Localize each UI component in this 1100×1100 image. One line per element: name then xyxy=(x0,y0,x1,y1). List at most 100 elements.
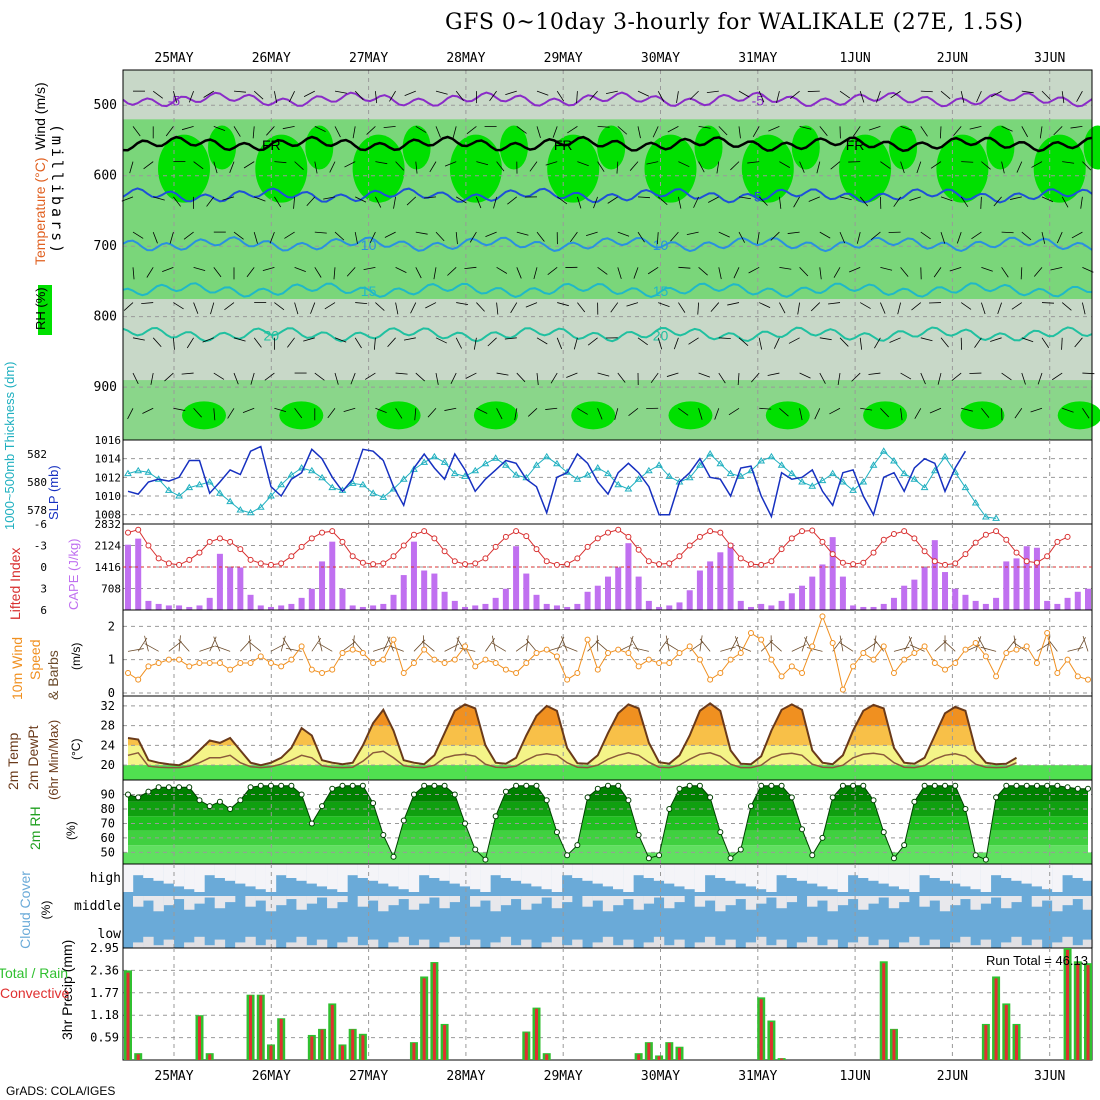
x-tick-bottom: 25MAY xyxy=(154,1069,193,1084)
data-point xyxy=(584,794,591,801)
precip-conv-bar xyxy=(994,978,998,1060)
wind-barb xyxy=(961,407,973,412)
cloud-low xyxy=(572,939,583,948)
data-point xyxy=(165,560,172,567)
data-point xyxy=(145,663,152,670)
precip-conv-bar xyxy=(1086,965,1090,1060)
precip-conv-bar xyxy=(647,1042,651,1060)
wind-barb xyxy=(435,126,441,138)
contour-label: FR xyxy=(554,137,573,153)
wind-barb xyxy=(162,266,174,273)
wind-barb xyxy=(960,91,965,103)
cloud-middle xyxy=(449,896,461,903)
temp-contour xyxy=(122,326,1093,343)
wind-barb xyxy=(920,126,928,137)
cloud-low xyxy=(858,936,869,948)
data-point xyxy=(492,813,499,820)
wind-barb xyxy=(433,267,437,280)
cloud-middle xyxy=(1041,896,1053,901)
y-tick-rh: 60 xyxy=(101,831,115,845)
wind-barb xyxy=(213,372,225,380)
data-point xyxy=(635,663,642,670)
data-point xyxy=(819,538,826,545)
wind-barb xyxy=(718,126,728,136)
cloud-middle xyxy=(245,896,256,907)
wind-barb xyxy=(473,337,477,350)
wind-barb xyxy=(900,267,909,277)
wind-barb xyxy=(334,231,345,241)
wind-barb xyxy=(900,408,903,421)
data-point xyxy=(941,452,949,460)
precip-conv-bar xyxy=(637,1054,641,1060)
data-point xyxy=(1064,656,1071,663)
data-point xyxy=(134,466,143,474)
data-point xyxy=(298,543,305,550)
wind-barb xyxy=(561,636,568,652)
cloud-low xyxy=(776,939,787,948)
data-point xyxy=(615,526,622,533)
cloud-high xyxy=(490,864,501,876)
data-point xyxy=(319,529,326,536)
data-point xyxy=(911,798,918,805)
data-point xyxy=(666,805,673,812)
precip-conv-bar xyxy=(310,1036,314,1060)
contour-label: 10 xyxy=(653,237,669,253)
cloud-level-label: high xyxy=(90,871,121,886)
data-point xyxy=(768,656,775,663)
wind-barb xyxy=(254,196,266,202)
data-point xyxy=(370,800,377,807)
cloud-high xyxy=(939,864,951,881)
cloud-high xyxy=(214,864,226,878)
wind-barb xyxy=(799,372,811,379)
cloud-low xyxy=(296,936,307,948)
wind-barb xyxy=(415,231,428,235)
y-axis-rh-unit: (%) xyxy=(64,821,78,840)
cloud-middle xyxy=(939,896,951,912)
cloud-low xyxy=(561,945,573,948)
wind-barb xyxy=(759,407,772,410)
wind-barb xyxy=(593,196,598,209)
cloud-low xyxy=(745,942,757,948)
y-axis-barbs: & Barbs xyxy=(45,650,61,700)
wind-barb xyxy=(224,302,235,311)
precip-conv-bar xyxy=(249,995,253,1060)
wind-barb xyxy=(943,640,956,652)
wind-barb xyxy=(981,266,993,272)
cloud-low xyxy=(143,936,154,948)
cloud-middle xyxy=(990,896,1002,898)
wind-barb xyxy=(607,196,619,204)
wind-barb xyxy=(525,638,537,652)
wind-barb xyxy=(249,635,251,652)
data-point xyxy=(911,650,918,656)
data-point xyxy=(492,543,499,550)
wind-barb xyxy=(556,196,568,205)
data-point xyxy=(829,794,836,801)
data-point xyxy=(441,660,448,666)
data-point xyxy=(644,466,653,474)
cloud-high xyxy=(898,864,910,890)
cloud-high xyxy=(919,864,930,876)
precip-conv-bar xyxy=(657,1056,661,1060)
wind-barb xyxy=(1001,372,1012,381)
cloud-high xyxy=(888,864,900,887)
cloud-high xyxy=(766,864,777,892)
wind-barb xyxy=(178,639,190,652)
cloud-high xyxy=(664,864,675,884)
wind-barb xyxy=(852,126,861,137)
wind-barb xyxy=(346,267,356,277)
precip-conv-bar xyxy=(535,1008,539,1060)
wind-barb xyxy=(626,302,639,307)
data-point xyxy=(656,660,663,666)
cloud-high xyxy=(745,864,757,887)
wind-barb xyxy=(375,196,382,208)
cloud-high xyxy=(398,864,409,890)
data-point xyxy=(451,791,458,798)
data-point xyxy=(400,817,407,824)
wind-barb xyxy=(552,126,558,138)
data-point xyxy=(135,526,142,533)
data-point xyxy=(655,461,663,468)
wind-barb xyxy=(617,126,628,135)
cape-bar xyxy=(257,605,264,610)
wind-barb xyxy=(833,267,841,278)
y-tick-precip: 0.59 xyxy=(90,1031,119,1045)
